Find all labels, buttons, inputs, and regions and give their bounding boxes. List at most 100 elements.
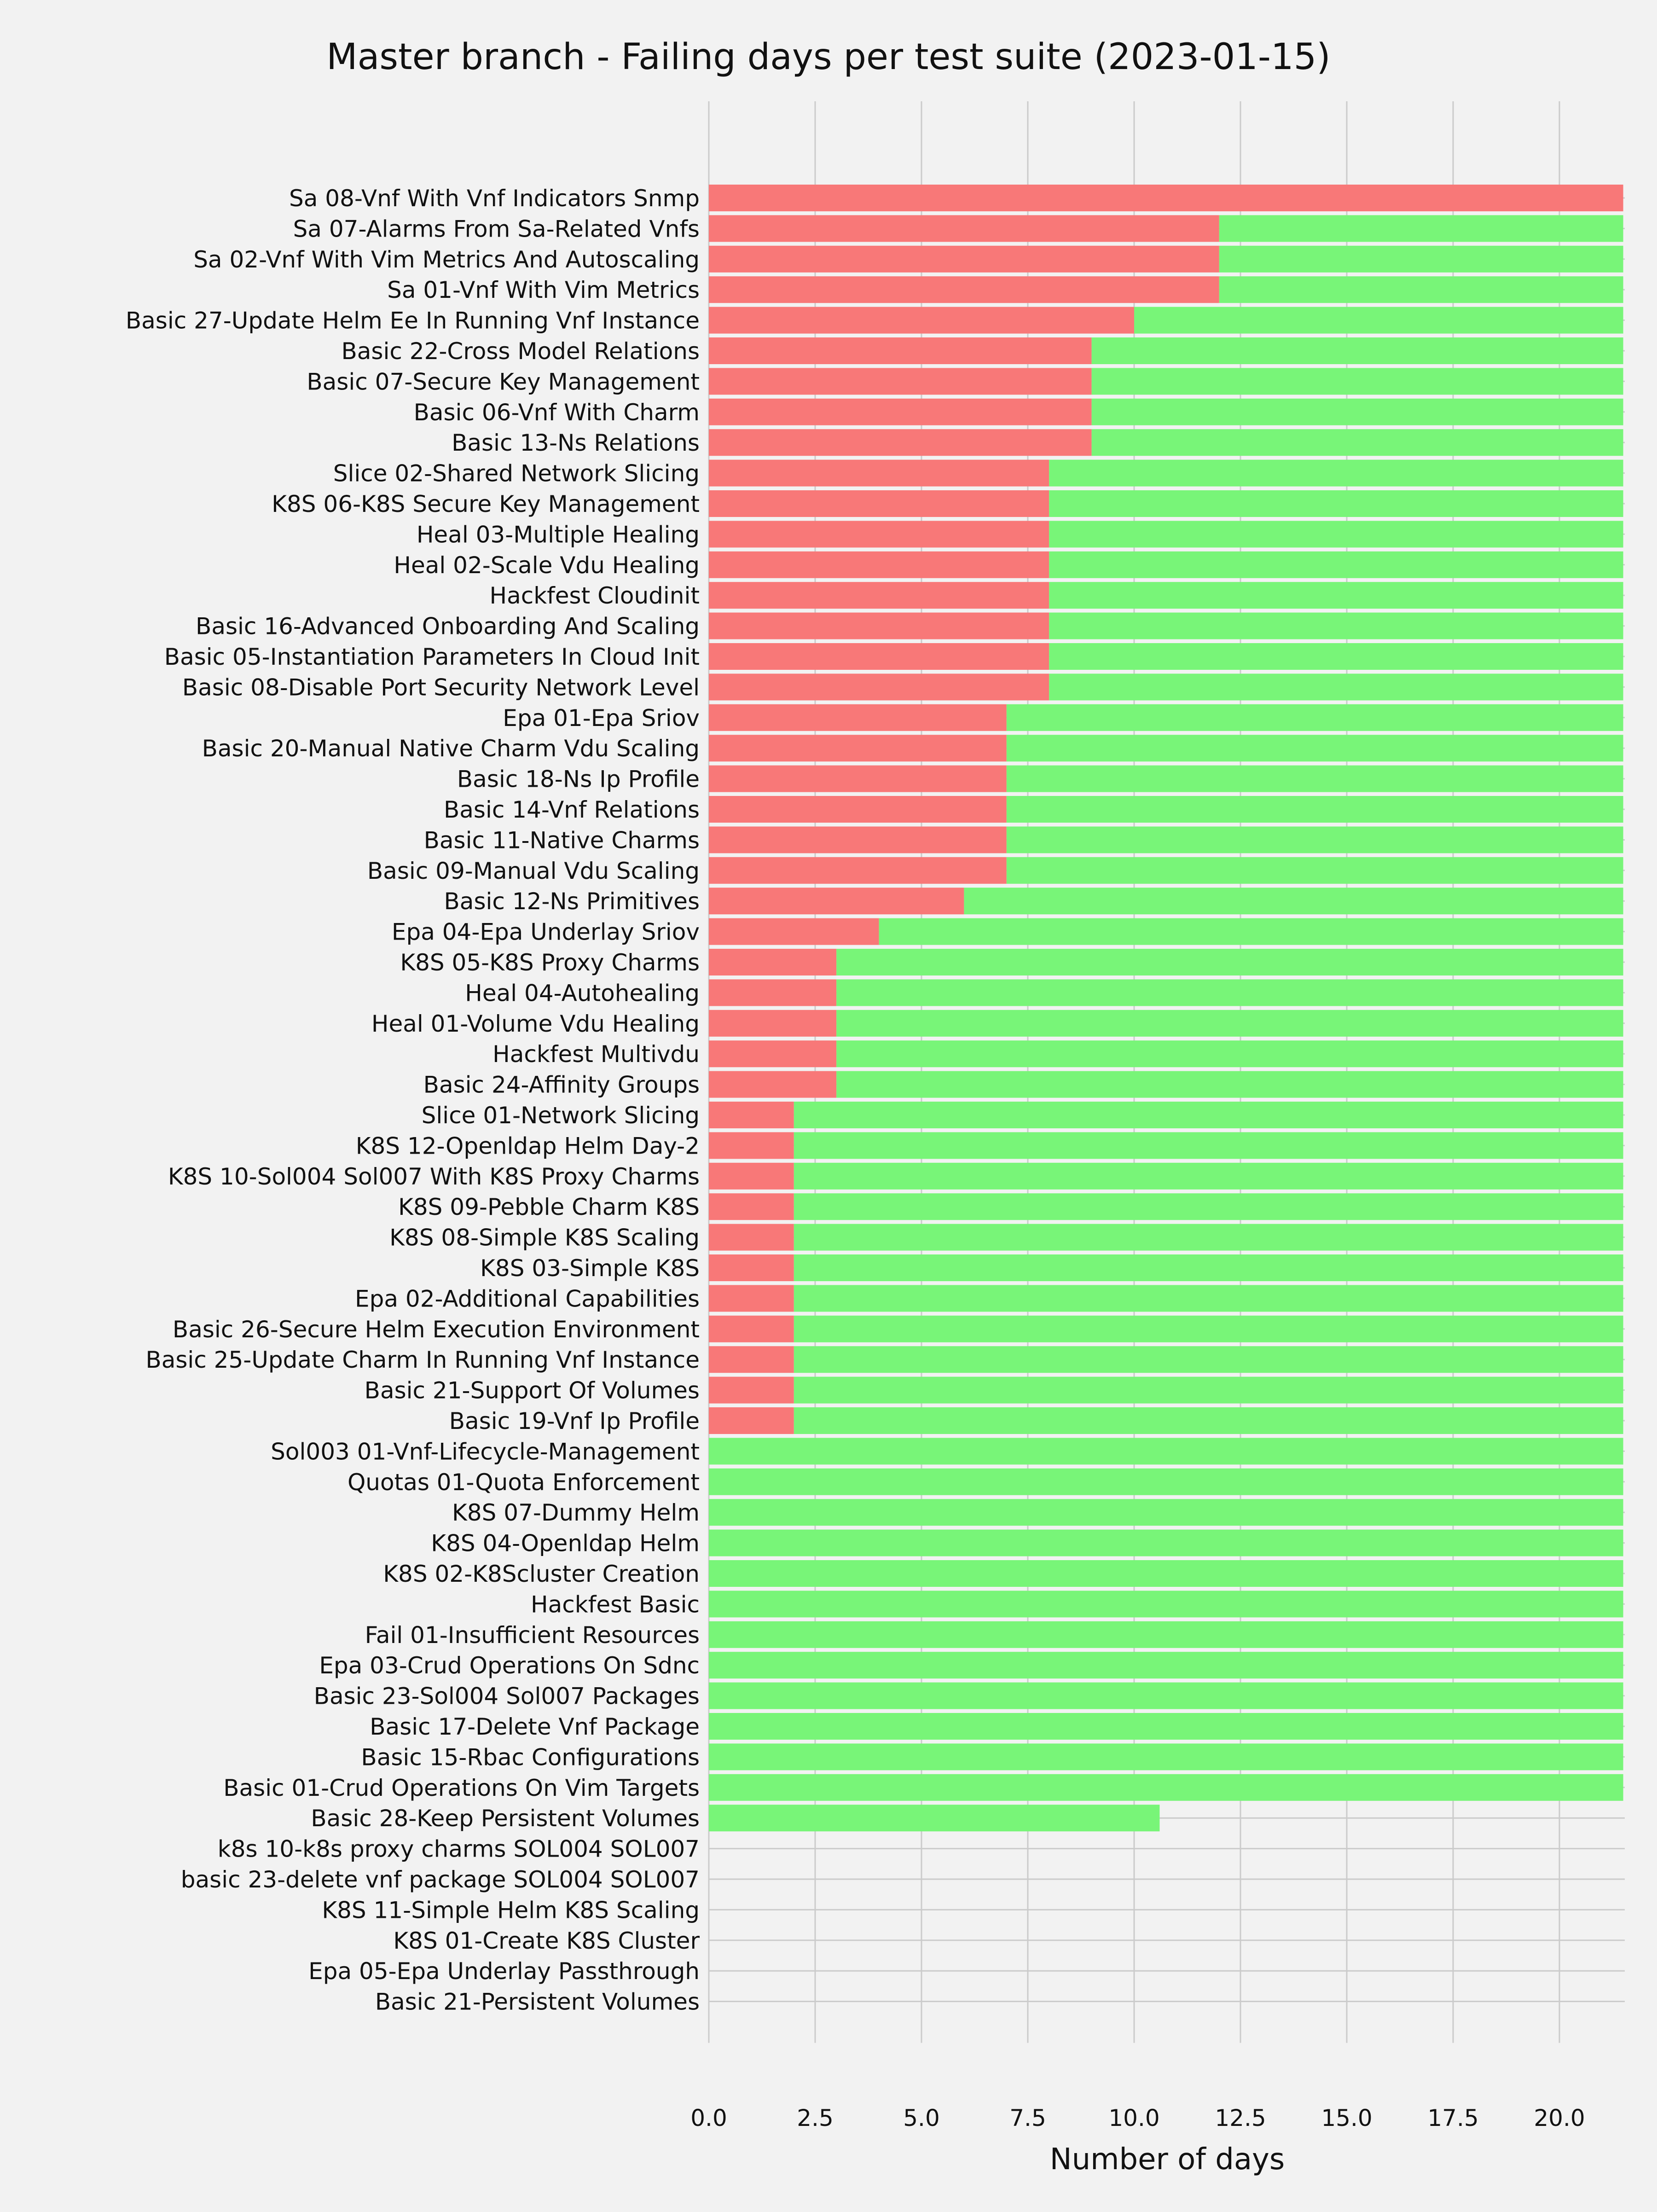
category-label: Sa 02-Vnf With Vim Metrics And Autoscali… bbox=[193, 246, 700, 273]
bar-passing bbox=[1091, 398, 1623, 425]
bar-passing bbox=[879, 918, 1623, 945]
category-label: Sol003 01-Vnf-Lifecycle-Management bbox=[271, 1438, 700, 1465]
bar-passing bbox=[836, 979, 1623, 1006]
bar-failing bbox=[709, 185, 1623, 211]
x-tick-label: 0.0 bbox=[690, 2105, 727, 2131]
bar-failing bbox=[709, 1285, 794, 1312]
category-label: Basic 21-Support Of Volumes bbox=[365, 1377, 700, 1404]
bar-failing bbox=[709, 337, 1092, 364]
category-label: Basic 17-Delete Vnf Package bbox=[370, 1713, 700, 1740]
bar-failing bbox=[709, 1132, 794, 1159]
bar-passing bbox=[794, 1315, 1623, 1342]
bar-passing bbox=[794, 1162, 1623, 1190]
bar-passing bbox=[836, 949, 1623, 975]
bar-passing bbox=[1006, 857, 1623, 884]
category-label: Basic 28-Keep Persistent Volumes bbox=[311, 1805, 700, 1832]
bar-failing bbox=[709, 673, 1049, 701]
category-label: K8S 05-K8S Proxy Charms bbox=[400, 949, 700, 976]
bar-failing bbox=[709, 888, 964, 915]
bar-failing bbox=[709, 857, 1007, 884]
category-label: Heal 04-Autohealing bbox=[465, 980, 700, 1006]
category-label: Epa 03-Crud Operations On Sdnc bbox=[319, 1652, 700, 1679]
category-label: K8S 01-Create K8S Cluster bbox=[393, 1928, 700, 1954]
category-label: K8S 03-Simple K8S bbox=[480, 1255, 700, 1282]
category-label: Sa 01-Vnf With Vim Metrics bbox=[387, 277, 700, 303]
bar-passing bbox=[1049, 612, 1623, 639]
x-tick-label: 12.5 bbox=[1215, 2105, 1266, 2131]
category-label: Basic 07-Secure Key Management bbox=[307, 368, 700, 395]
bar-passing bbox=[1091, 368, 1623, 395]
bar-passing bbox=[794, 1193, 1623, 1220]
bar-passing bbox=[1049, 490, 1623, 517]
bar-passing bbox=[1049, 521, 1623, 548]
bar-failing bbox=[709, 826, 1007, 853]
category-label: Basic 22-Cross Model Relations bbox=[341, 338, 700, 365]
category-label: K8S 06-K8S Secure Key Management bbox=[272, 491, 700, 517]
category-label: Basic 11-Native Charms bbox=[424, 827, 700, 853]
bar-passing bbox=[709, 1652, 1623, 1679]
bar-failing bbox=[709, 643, 1049, 670]
bar-failing bbox=[709, 1315, 794, 1342]
x-tick-labels: 0.0 2.5 5.0 7.5 10.0 12.5 15.0 17.5 20.0 bbox=[690, 2105, 1585, 2131]
category-label: Basic 05-Instantiation Parameters In Clo… bbox=[164, 644, 700, 670]
category-label: Basic 24-Affinity Groups bbox=[423, 1072, 700, 1098]
category-label: Basic 01-Crud Operations On Vim Targets bbox=[223, 1775, 700, 1801]
category-label: Sa 07-Alarms From Sa-Related Vnfs bbox=[293, 215, 700, 242]
bar-failing bbox=[709, 735, 1007, 762]
category-label: Basic 25-Update Charm In Running Vnf Ins… bbox=[145, 1347, 700, 1373]
bar-passing bbox=[709, 1805, 1160, 1832]
bar-failing bbox=[709, 398, 1092, 425]
bar-failing bbox=[709, 612, 1049, 639]
category-label: Heal 01-Volume Vdu Healing bbox=[371, 1010, 700, 1037]
category-label: Basic 12-Ns Primitives bbox=[444, 888, 700, 915]
category-label: Sa 08-Vnf With Vnf Indicators Snmp bbox=[289, 185, 700, 212]
category-label: Basic 23-Sol004 Sol007 Packages bbox=[314, 1683, 700, 1710]
bar-failing bbox=[709, 949, 837, 975]
bar-failing bbox=[709, 1346, 794, 1373]
bar-passing bbox=[794, 1224, 1623, 1251]
category-label: K8S 12-Openldap Helm Day-2 bbox=[356, 1132, 700, 1159]
category-label: Hackfest Multivdu bbox=[492, 1041, 700, 1068]
bar-passing bbox=[1219, 245, 1623, 273]
x-tick-label: 15.0 bbox=[1321, 2105, 1372, 2131]
category-labels: Sa 08-Vnf With Vnf Indicators Snmp Sa 07-… bbox=[126, 185, 700, 2015]
category-label: K8S 02-K8Scluster Creation bbox=[383, 1561, 700, 1587]
category-label: Basic 19-Vnf Ip Profile bbox=[449, 1408, 700, 1434]
bar-failing bbox=[709, 796, 1007, 823]
category-label: Epa 01-Epa Sriov bbox=[503, 705, 700, 732]
bar-passing bbox=[1049, 643, 1623, 670]
category-label: Hackfest Basic bbox=[531, 1591, 700, 1618]
category-label: Quotas 01-Quota Enforcement bbox=[348, 1469, 700, 1496]
bar-passing bbox=[709, 1529, 1623, 1556]
category-label: K8S 04-Openldap Helm bbox=[431, 1530, 700, 1557]
bar-passing bbox=[794, 1407, 1623, 1434]
bar-failing bbox=[709, 490, 1049, 517]
x-tick-label: 10.0 bbox=[1108, 2105, 1159, 2131]
bar-passing bbox=[836, 1010, 1623, 1037]
category-label: k8s 10-k8s proxy charms SOL004 SOL007 bbox=[218, 1836, 700, 1863]
bars bbox=[709, 185, 1623, 1832]
bar-passing bbox=[964, 888, 1623, 915]
category-label: Basic 14-Vnf Relations bbox=[444, 796, 700, 823]
bar-failing bbox=[709, 704, 1007, 731]
category-label: Basic 13-Ns Relations bbox=[452, 430, 700, 456]
chart-title: Master branch - Failing days per test su… bbox=[326, 36, 1330, 78]
category-label: Basic 27-Update Helm Ee In Running Vnf I… bbox=[126, 308, 700, 334]
category-label: K8S 07-Dummy Helm bbox=[452, 1499, 700, 1526]
bar-passing bbox=[1049, 459, 1623, 487]
category-label: Basic 08-Disable Port Security Network L… bbox=[182, 674, 700, 701]
bar-failing bbox=[709, 459, 1049, 487]
bar-failing bbox=[709, 1376, 794, 1404]
bar-failing bbox=[709, 215, 1219, 242]
bar-passing bbox=[1006, 826, 1623, 853]
category-label: basic 23-delete vnf package SOL004 SOL00… bbox=[181, 1866, 700, 1893]
bar-passing bbox=[794, 1376, 1623, 1404]
category-label: Hackfest Cloudinit bbox=[490, 582, 700, 609]
bar-failing bbox=[709, 1071, 837, 1098]
bar-passing bbox=[794, 1285, 1623, 1312]
bar-failing bbox=[709, 245, 1219, 273]
category-label: Basic 26-Secure Helm Execution Environme… bbox=[173, 1316, 700, 1343]
category-label: Basic 15-Rbac Configurations bbox=[361, 1744, 700, 1771]
